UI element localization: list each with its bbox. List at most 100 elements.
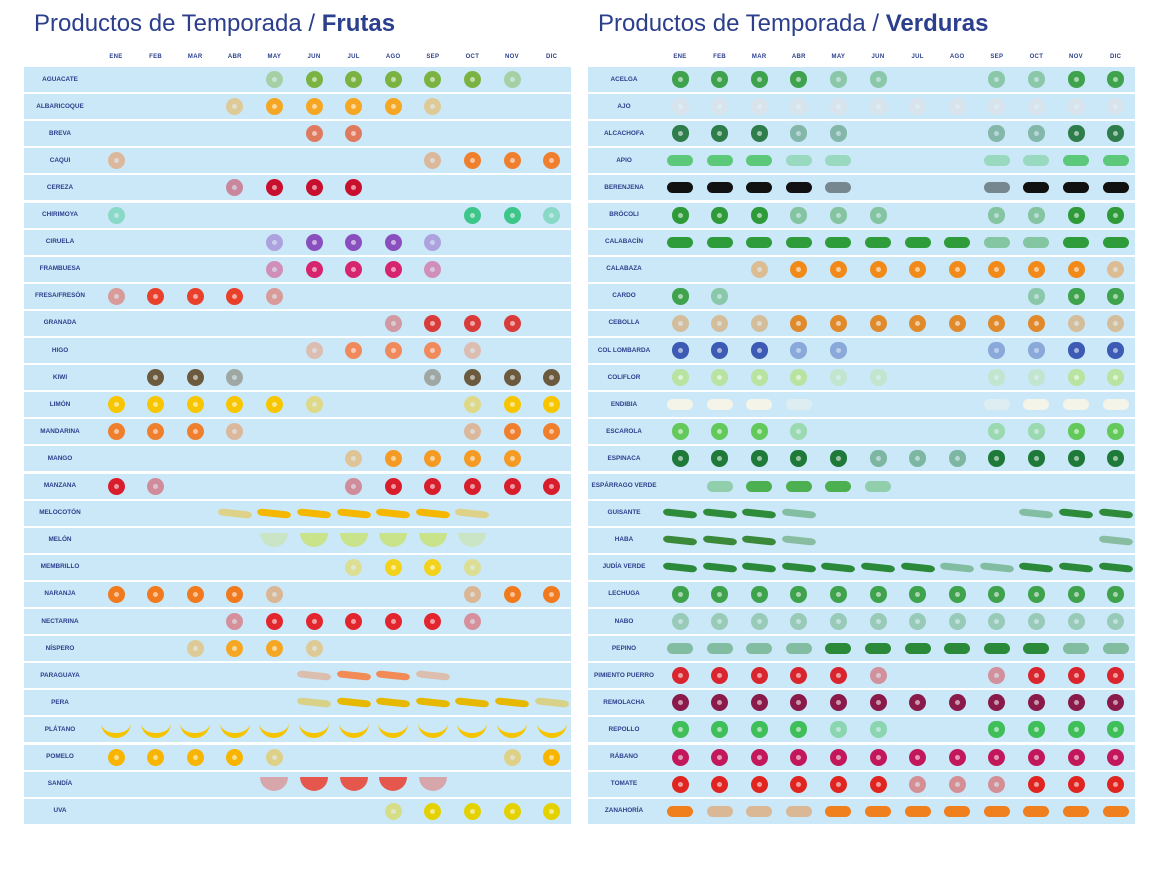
grape-icon [384,802,402,820]
table-row: PARAGUAYA [24,663,571,689]
peach-icon [336,507,371,519]
cherry-icon [305,179,323,197]
season-cell [739,717,779,742]
season-cell [660,745,700,770]
month-label: NOV [505,54,519,60]
persimmon-icon [424,152,442,170]
pepper-leek-icon [988,667,1006,685]
cucumber-icon [667,643,693,655]
season-cell [660,365,700,390]
season-cell [977,636,1017,661]
garlic-icon [948,98,966,116]
orange-icon [265,585,283,603]
season-cell [1056,230,1096,255]
season-cell [452,148,492,173]
season-cell [660,94,700,119]
season-cell [1016,663,1056,688]
raspberry-icon [424,260,442,278]
cherimoya-icon [503,206,521,224]
orange-icon [503,585,521,603]
season-cell [818,717,858,742]
season-cell [1016,636,1056,661]
season-cell [1096,690,1136,715]
season-cell [977,717,1017,742]
month-label: DIC [1109,54,1122,60]
strawberry-icon [265,287,283,305]
season-cell [977,257,1017,282]
product-name: COL LOMBARDA [597,346,651,354]
radish-icon [1107,748,1125,766]
season-cell [779,67,819,92]
season-cell [532,690,572,715]
table-row: CALABACÍN [588,229,1135,255]
product-name: UVA [53,807,67,815]
carrot-icon [667,805,693,817]
season-cell [532,392,572,417]
lemon-icon [226,396,244,414]
season-cell [175,745,215,770]
cucumber-icon [785,643,812,655]
product-name: CEBOLLA [608,319,640,327]
season-cell [215,501,255,526]
beetroot-icon [711,694,729,712]
zucchini-icon [1102,236,1129,248]
turnip-icon [1107,613,1125,630]
season-cell [937,311,977,336]
season-cell [779,311,819,336]
season-cell [700,446,740,471]
season-cell [1016,392,1056,417]
beetroot-icon [790,694,808,712]
season-cell [739,419,779,444]
season-cell [858,94,898,119]
cucumber-icon [825,643,852,655]
banana-icon [417,721,448,739]
grape-icon [424,802,442,820]
season-cell [739,745,779,770]
artichoke-icon [711,125,729,143]
radish-icon [869,748,887,766]
product-name: LIMÓN [49,400,71,408]
melon-icon [418,533,447,548]
cabbage-icon [750,721,768,739]
garlic-icon [790,98,808,116]
season-cell [492,690,532,715]
season-cell [294,609,334,634]
pumpkin-icon [869,260,887,278]
carrot-icon [706,805,733,817]
nectarine-icon [226,613,244,630]
cardoon-icon [711,287,729,305]
chard-icon [1067,71,1085,88]
mango-icon [503,450,521,468]
season-cell [937,745,977,770]
flat-peach-icon [336,670,371,681]
escarole-icon [1067,423,1085,441]
season-cell [1056,745,1096,770]
product-name: GUISANTE [607,509,641,517]
nectarine-icon [305,613,323,630]
plum-icon [384,233,402,251]
frutas-month-header: ENE FEB MAR ABR MAY JUN JUL AGO SEP OCT NOV DIC [24,54,571,66]
season-cell [294,690,334,715]
season-cell [96,148,136,173]
season-cell [294,501,334,526]
season-cell [660,717,700,742]
season-cell [1016,609,1056,634]
table-row: RÁBANO [588,744,1135,770]
grapefruit-icon [226,748,244,766]
chard-icon [671,71,689,88]
season-cell [858,636,898,661]
month-label: AGO [385,54,401,60]
month-label: JUL [347,54,360,60]
season-cell [779,121,819,146]
season-cell [492,446,532,471]
season-cell [977,67,1017,92]
celery-icon [1063,155,1089,167]
escarole-icon [711,423,729,441]
season-cell [818,365,858,390]
season-cell [254,175,294,200]
month-label: FEB [713,54,727,60]
season-cell [452,311,492,336]
season-cell [739,365,779,390]
season-cell [779,392,819,417]
garlic-icon [1067,98,1085,116]
